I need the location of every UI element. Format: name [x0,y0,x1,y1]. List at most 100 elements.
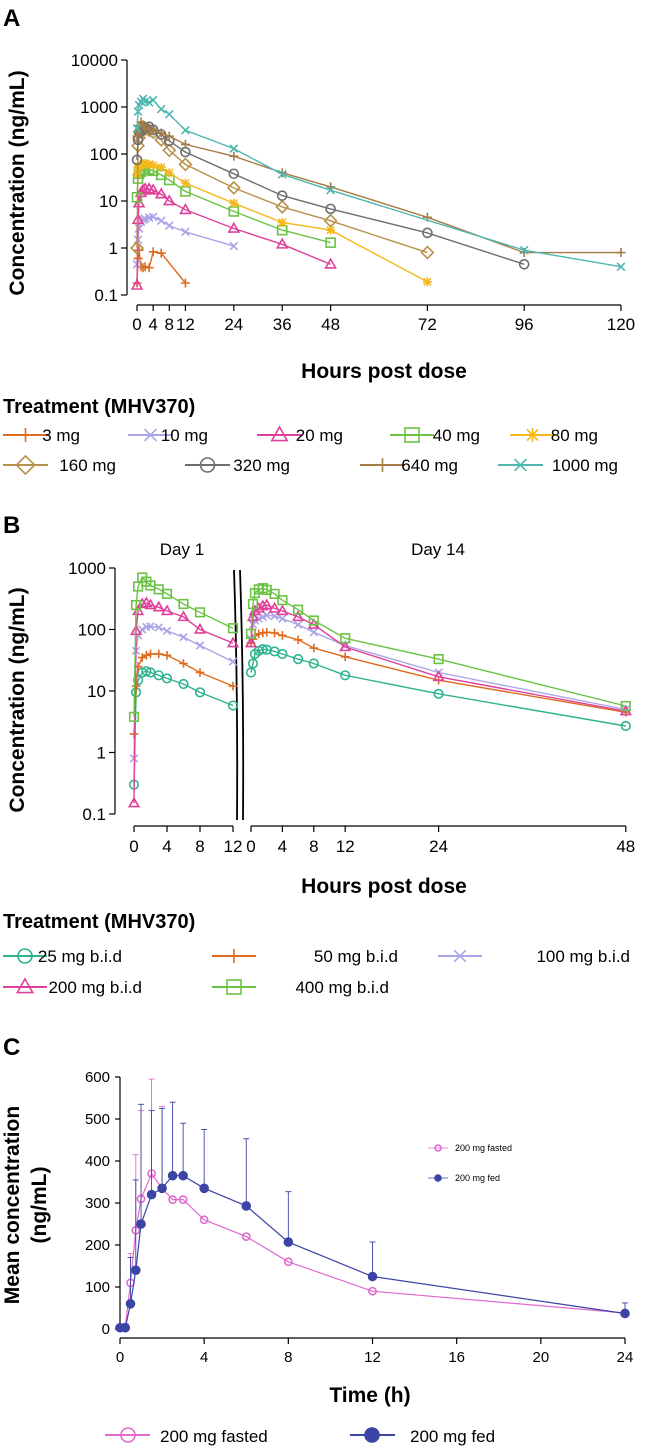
x-tick-label: 72 [418,315,437,334]
data-point-shape [140,123,150,133]
y-axis-title: Concentration (ng/mL) [6,587,29,812]
data-point-shape [275,199,290,214]
data-point [518,258,530,270]
panel-label-b: B [3,512,20,539]
data-point [308,615,319,626]
series-320-mg [131,121,530,270]
data-point [125,1299,136,1309]
x-tick-label: 12 [176,315,195,334]
data-point-shape [340,670,351,681]
data-point [180,178,190,188]
data-point [136,1219,146,1229]
legend-label: 320 mg [233,456,290,475]
data-point-shape [181,125,190,135]
y-tick-label: 600 [85,1069,110,1086]
data-point [179,632,188,642]
legend-label: 40 mg [433,426,480,445]
x-tick-label: 120 [607,315,635,334]
data-point-shape [132,131,142,141]
data-point-shape [168,1195,178,1205]
data-point-shape [620,700,631,712]
data-point-shape [432,670,445,682]
data-point [227,623,239,634]
data-point [156,162,166,172]
data-point [340,652,350,662]
data-point-shape [277,217,287,227]
y-tick-label: 0.1 [94,286,118,305]
legend-marker [364,1427,380,1443]
data-point-shape [519,245,529,255]
data-point-shape [194,607,206,618]
data-point [245,628,257,639]
data-point-shape [164,221,174,230]
legend-label: 200 mg fed [455,1173,500,1183]
legend-marker [199,457,216,473]
inset-legend-fasted: 200 mg fasted [428,1143,512,1153]
legend-marker-shape [18,428,33,442]
data-point-shape [293,654,304,665]
legend-item-200-mg-fed: 200 mg fed [350,1427,495,1446]
data-point [132,131,142,141]
data-point [340,633,351,644]
data-point-shape [125,1299,136,1309]
data-point-shape [422,227,433,239]
legend-marker-shape [226,979,242,995]
data-point [178,157,193,172]
data-point-shape [130,599,142,611]
data-point [144,98,154,107]
legend-item-640-mg: 640 mg [360,456,458,475]
data-point-shape [229,241,239,251]
data-point-shape [620,1308,630,1319]
legend-label: 25 mg b.i.d [38,947,122,966]
data-point [148,160,158,170]
legend-marker [375,458,390,472]
x-tick-label: 8 [284,1349,292,1366]
data-point-shape [420,245,435,260]
data-point-shape [228,657,238,666]
data-point [270,628,279,638]
data-point-shape [433,688,444,699]
y-tick-label: 100 [78,621,106,640]
data-point [228,168,240,180]
day-label: Day 1 [160,540,204,559]
data-point-shape [157,1183,167,1194]
series-line-day14 [250,614,626,711]
data-point-shape [180,278,190,288]
legend-marker [525,428,540,442]
legend-marker-shape [434,1144,442,1152]
x-tick-label: 24 [224,315,243,334]
data-point [142,651,151,660]
data-point-shape [229,151,239,161]
data-point [144,263,154,273]
legend-b: 25 mg b.i.d 50 mg b.i.d 100 mg b.i.d 200 mg… [3,947,630,997]
legend-label: 200 mg fed [410,1427,495,1446]
series-line-day1 [133,576,234,717]
legend-marker [453,949,467,963]
data-point-shape [518,258,530,270]
series-line-day1 [133,625,234,759]
legend-marker-shape [434,1174,442,1182]
legend-item-100-mg-b-i-d: 100 mg b.i.d [438,947,630,966]
x-tick-label: 0 [246,837,255,856]
series-1000-mg [132,94,626,272]
data-point-shape [199,1183,209,1194]
data-point [422,277,432,287]
data-point-shape [167,1170,178,1181]
series-200-mg-b-i-d [127,596,632,808]
legend-a: 3 mg 10 mg 20 mg 40 mg 80 mg 160 mg 320 mg 640 … [3,425,618,476]
data-point [229,241,239,251]
data-point-shape [178,678,189,690]
data-point-shape [161,588,173,599]
series-line-day14 [250,648,626,727]
data-point [275,237,289,249]
data-point-shape [194,687,206,698]
y-axis-title: Concentration (ng/mL) [6,70,29,295]
data-point-shape [179,202,192,215]
panel-label-c: C [3,1034,20,1061]
data-point-shape [257,644,268,655]
panel-label-a: A [3,5,20,32]
legend-marker-shape [525,428,540,442]
data-point [433,654,444,665]
data-point-shape [144,125,154,135]
data-point-shape [128,711,140,722]
